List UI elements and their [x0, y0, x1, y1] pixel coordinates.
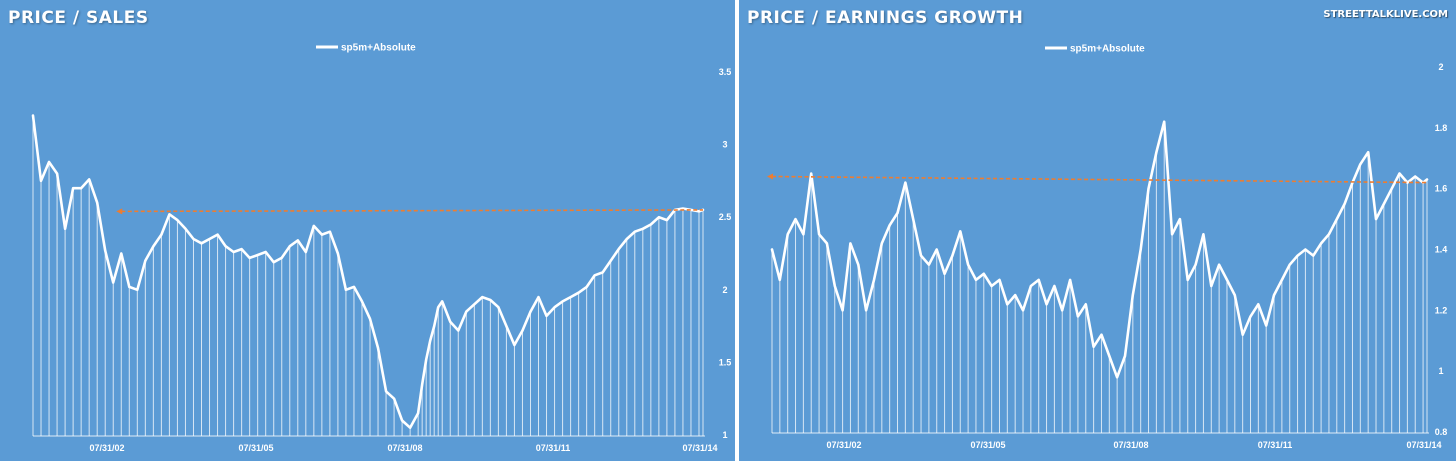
- y-tick-label: 0.8: [1435, 427, 1448, 437]
- y-tick-label: 1: [1438, 366, 1443, 376]
- y-tick-label: 2: [1438, 62, 1443, 72]
- y-tick-label: 1: [722, 430, 727, 440]
- y-tick-label: 3.5: [719, 67, 732, 77]
- price-sales-panel: PRICE / SALES 3.5 3 2.5 2 1.5 1 07/31/02 07/31/…: [0, 0, 735, 461]
- y-tick-label: 1.8: [1435, 123, 1448, 133]
- x-tick-label: 07/31/14: [1406, 440, 1441, 450]
- trend-line: [771, 175, 1428, 184]
- x-tick-label: 07/31/11: [1258, 440, 1293, 450]
- y-tick-label: 1.4: [1435, 245, 1448, 255]
- x-tick-label: 07/31/05: [238, 443, 273, 453]
- x-tick-label: 07/31/11: [536, 443, 571, 453]
- price-earnings-growth-panel: PRICE / EARNINGS GROWTH STREETTALKLIVE.C…: [739, 0, 1456, 461]
- chart-title: PRICE / EARNINGS GROWTH: [747, 8, 1024, 28]
- x-tick-label: 07/31/05: [970, 440, 1005, 450]
- y-tick-label: 3: [722, 140, 727, 150]
- price-earnings-growth-chart: 2 1.8 1.6 1.4 1.2 1 0.8 07/31/02 07/31/05 07/31/0…: [767, 44, 1448, 450]
- legend-label: sp5m+Absolute: [341, 43, 416, 54]
- y-tick-label: 2.5: [719, 212, 732, 222]
- x-tick-label: 07/31/02: [826, 440, 861, 450]
- x-tick-label: 07/31/02: [89, 443, 124, 453]
- y-tick-label: 1.5: [719, 357, 732, 367]
- series-line: [31, 114, 705, 430]
- chart-title: PRICE / SALES: [8, 8, 149, 28]
- y-tick-label: 1.6: [1435, 184, 1448, 194]
- trend-arrow: [767, 173, 773, 180]
- trend-arrow: [116, 208, 123, 215]
- brand-watermark: STREETTALKLIVE.COM: [1323, 9, 1448, 20]
- x-tick-label: 07/31/08: [1113, 440, 1148, 450]
- y-tick-label: 2: [722, 285, 727, 295]
- x-tick-label: 07/31/14: [682, 443, 717, 453]
- price-sales-chart: 3.5 3 2.5 2 1.5 1 07/31/02 07/31/05 07/31/08 07/3…: [31, 43, 732, 453]
- y-tick-label: 1.2: [1435, 305, 1448, 315]
- x-tick-label: 07/31/08: [387, 443, 422, 453]
- series-line: [770, 120, 1429, 379]
- legend-label: sp5m+Absolute: [1070, 44, 1145, 55]
- trend-line: [121, 209, 704, 213]
